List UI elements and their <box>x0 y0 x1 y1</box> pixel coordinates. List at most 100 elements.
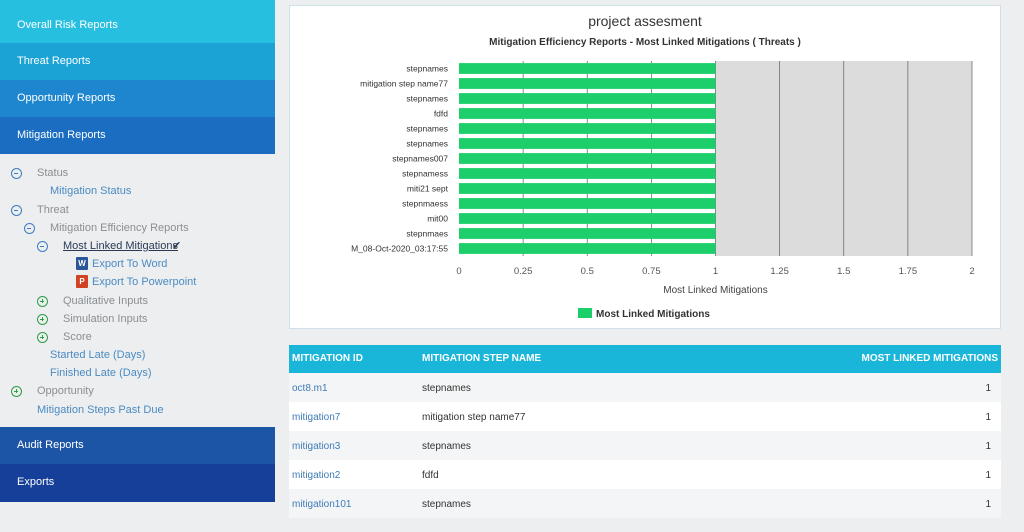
bar <box>459 108 716 119</box>
tree-most-linked-mitigations[interactable]: Most Linked Mitigations <box>63 240 178 252</box>
bar <box>459 123 716 134</box>
sidebar-nav-bottom: Audit Reports Exports <box>0 427 275 502</box>
mitigation-id-link[interactable]: oct8.m1 <box>292 383 328 394</box>
chart-panel: project assesment Mitigation Efficiency … <box>289 5 1001 329</box>
checkmark-icon: ✔ <box>172 240 182 252</box>
y-category-label: stepnamess <box>402 169 448 179</box>
bar <box>459 213 716 224</box>
y-category-label: mit00 <box>427 214 448 224</box>
mitigation-step-name: stepnames <box>422 383 471 394</box>
mitigation-step-name: stepnames <box>422 499 471 510</box>
y-category-label: miti21 sept <box>407 184 449 194</box>
chart-title: project assesment <box>588 13 702 29</box>
collapse-status-icon[interactable] <box>11 168 22 179</box>
y-category-label: fdfd <box>434 109 448 119</box>
x-axis-label: Most Linked Mitigations <box>663 285 768 296</box>
mitigation-step-name: mitigation step name77 <box>422 412 526 423</box>
tree-status[interactable]: Status <box>37 167 69 179</box>
bar <box>459 78 716 89</box>
tree-qualitative-inputs[interactable]: Qualitative Inputs <box>63 295 148 307</box>
bar <box>459 183 716 194</box>
bar <box>459 243 716 254</box>
collapse-mitigation-efficiency-icon[interactable] <box>24 223 35 234</box>
most-linked-count: 1 <box>985 383 991 394</box>
most-linked-count: 1 <box>985 412 991 423</box>
header-most-linked-mitigations[interactable]: MOST LINKED MITIGATIONS <box>861 353 998 364</box>
y-category-label: stepnames007 <box>392 154 448 164</box>
word-icon: W <box>76 257 88 270</box>
y-category-label: stepnames <box>406 64 448 74</box>
nav-overall-risk-reports[interactable]: Overall Risk Reports <box>0 0 275 43</box>
mitigation-id-link[interactable]: mitigation7 <box>292 412 341 423</box>
nav-threat-reports[interactable]: Threat Reports <box>0 43 275 80</box>
tree-opportunity[interactable]: Opportunity <box>37 385 94 397</box>
export-to-word-link[interactable]: Export To Word <box>92 258 168 270</box>
report-tree: Status Mitigation Status Threat Mitigati… <box>0 155 275 427</box>
x-tick-label: 1.75 <box>899 266 918 277</box>
expand-qualitative-icon[interactable] <box>37 296 48 307</box>
legend-swatch <box>578 308 592 318</box>
tree-score[interactable]: Score <box>63 331 92 343</box>
tree-mitigation-steps-past-due[interactable]: Mitigation Steps Past Due <box>37 404 164 416</box>
x-tick-label: 1 <box>713 266 718 277</box>
mitigation-id-link[interactable]: mitigation3 <box>292 441 341 452</box>
header-mitigation-id[interactable]: MITIGATION ID <box>292 353 363 364</box>
chart-subtitle: Mitigation Efficiency Reports - Most Lin… <box>489 37 801 48</box>
expand-score-icon[interactable] <box>37 332 48 343</box>
x-tick-label: 2 <box>969 266 974 277</box>
table-row: oct8.m1 stepnames 1 <box>289 373 1001 402</box>
x-tick-label: 0.75 <box>642 266 661 277</box>
tree-threat[interactable]: Threat <box>37 204 69 216</box>
collapse-threat-icon[interactable] <box>11 205 22 216</box>
table-row: mitigation3 stepnames 1 <box>289 431 1001 460</box>
most-linked-count: 1 <box>985 470 991 481</box>
bar <box>459 228 716 239</box>
y-category-label: mitigation step name77 <box>360 79 448 89</box>
nav-audit-reports[interactable]: Audit Reports <box>0 427 275 464</box>
y-category-label: stepnmaess <box>402 199 448 209</box>
bar <box>459 63 716 74</box>
collapse-most-linked-icon[interactable] <box>37 241 48 252</box>
mitigation-step-name: fdfd <box>422 470 439 481</box>
y-category-label: stepnames <box>406 139 448 149</box>
x-tick-label: 0.25 <box>514 266 533 277</box>
bar <box>459 198 716 209</box>
legend-label: Most Linked Mitigations <box>596 309 710 320</box>
bar-chart: 0 0.25 0.5 0.75 1 1.25 1.5 1.75 2 stepnames mitiga… <box>351 61 975 320</box>
table-row: mitigation7 mitigation step name77 1 <box>289 402 1001 431</box>
mitigation-id-link[interactable]: mitigation2 <box>292 470 341 481</box>
export-to-powerpoint-link[interactable]: Export To Powerpoint <box>92 276 197 288</box>
table-header: MITIGATION ID MITIGATION STEP NAME MOST … <box>289 345 1001 373</box>
tree-mitigation-efficiency-reports[interactable]: Mitigation Efficiency Reports <box>50 222 189 234</box>
expand-opportunity-icon[interactable] <box>11 386 22 397</box>
x-tick-label: 0.5 <box>581 266 594 277</box>
table-body: oct8.m1 stepnames 1 mitigation7 mitigation s… <box>289 373 1001 518</box>
y-category-label: stepnmaes <box>406 229 448 239</box>
tree-mitigation-status[interactable]: Mitigation Status <box>50 185 132 197</box>
sidebar-nav-top: Overall Risk Reports Threat Reports Oppo… <box>0 0 275 154</box>
bar <box>459 93 716 104</box>
tree-finished-late[interactable]: Finished Late (Days) <box>50 367 152 379</box>
nav-opportunity-reports[interactable]: Opportunity Reports <box>0 80 275 117</box>
header-mitigation-step-name[interactable]: MITIGATION STEP NAME <box>422 353 542 364</box>
mitigation-table: MITIGATION ID MITIGATION STEP NAME MOST … <box>289 345 1001 518</box>
most-linked-count: 1 <box>985 441 991 452</box>
sidebar: Overall Risk Reports Threat Reports Oppo… <box>0 0 275 532</box>
bar <box>459 138 716 149</box>
y-category-label: M_08-Oct-2020_03:17:55 <box>351 244 448 254</box>
mitigation-step-name: stepnames <box>422 441 471 452</box>
mitigation-id-link[interactable]: mitigation101 <box>292 499 352 510</box>
tree-started-late[interactable]: Started Late (Days) <box>50 349 146 361</box>
nav-mitigation-reports[interactable]: Mitigation Reports <box>0 117 275 154</box>
table-row: mitigation101 stepnames 1 <box>289 489 1001 518</box>
x-tick-label: 1.5 <box>837 266 850 277</box>
nav-exports[interactable]: Exports <box>0 464 275 502</box>
x-tick-label: 0 <box>456 266 461 277</box>
x-tick-label: 1.25 <box>770 266 789 277</box>
tree-simulation-inputs[interactable]: Simulation Inputs <box>63 313 148 325</box>
powerpoint-icon: P <box>76 275 88 288</box>
expand-simulation-icon[interactable] <box>37 314 48 325</box>
most-linked-count: 1 <box>985 499 991 510</box>
bar <box>459 153 716 164</box>
table-row: mitigation2 fdfd 1 <box>289 460 1001 489</box>
